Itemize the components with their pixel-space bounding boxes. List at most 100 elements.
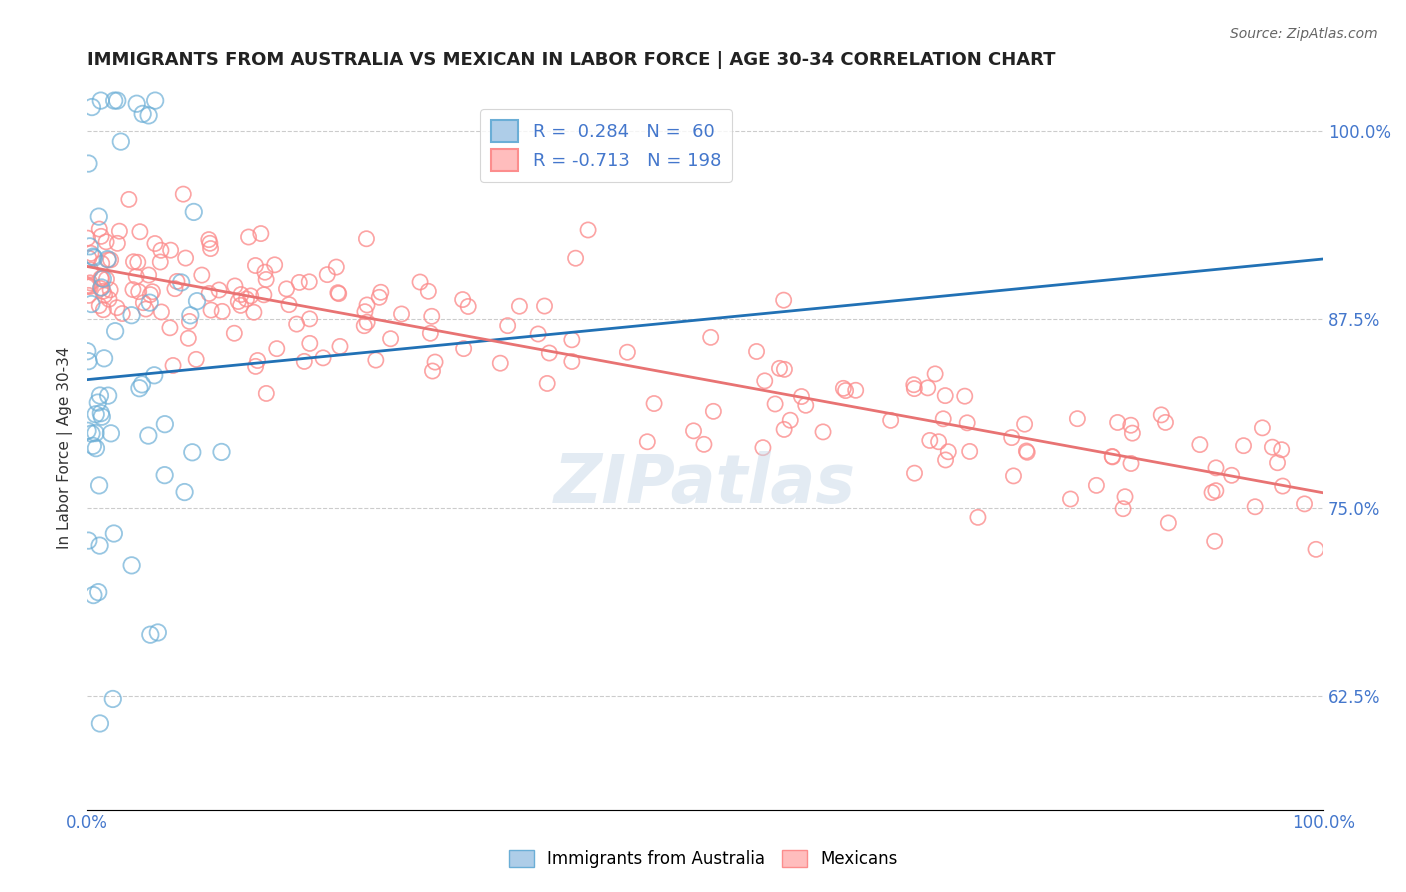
Text: IMMIGRANTS FROM AUSTRALIA VS MEXICAN IN LABOR FORCE | AGE 30-34 CORRELATION CHAR: IMMIGRANTS FROM AUSTRALIA VS MEXICAN IN …: [87, 51, 1056, 69]
Point: [391, 307, 413, 321]
Point: [143, 94, 166, 108]
Point: [934, 389, 956, 403]
Point: [790, 390, 813, 404]
Point: [98, 283, 121, 297]
Point: [1121, 426, 1143, 441]
Point: [1101, 450, 1123, 464]
Point: [91, 285, 114, 299]
Point: [162, 359, 184, 373]
Point: [163, 282, 186, 296]
Point: [298, 275, 321, 289]
Point: [224, 326, 246, 341]
Point: [699, 330, 721, 344]
Point: [763, 397, 786, 411]
Point: [316, 268, 339, 282]
Point: [143, 236, 166, 251]
Point: [956, 416, 979, 430]
Point: [177, 331, 200, 345]
Point: [136, 428, 159, 442]
Point: [173, 485, 195, 500]
Point: [1294, 497, 1316, 511]
Point: [772, 293, 794, 307]
Point: [496, 318, 519, 333]
Point: [409, 275, 432, 289]
Point: [879, 413, 901, 427]
Point: [200, 303, 222, 318]
Point: [77, 251, 100, 265]
Point: [288, 276, 311, 290]
Point: [253, 265, 276, 279]
Point: [191, 268, 214, 282]
Point: [935, 453, 957, 467]
Point: [263, 258, 285, 272]
Point: [90, 256, 112, 270]
Point: [953, 389, 976, 403]
Point: [226, 294, 249, 309]
Point: [561, 354, 583, 368]
Point: [138, 295, 160, 310]
Point: [139, 287, 162, 301]
Point: [198, 286, 221, 301]
Point: [108, 224, 131, 238]
Point: [200, 242, 222, 256]
Point: [80, 246, 103, 260]
Point: [1002, 469, 1025, 483]
Point: [936, 444, 959, 458]
Point: [100, 252, 122, 267]
Point: [903, 377, 925, 392]
Point: [90, 271, 112, 285]
Point: [457, 300, 479, 314]
Point: [779, 413, 801, 427]
Point: [564, 251, 586, 265]
Point: [125, 269, 148, 284]
Point: [1112, 501, 1135, 516]
Point: [97, 252, 120, 267]
Point: [250, 227, 273, 241]
Point: [903, 466, 925, 480]
Point: [316, 268, 339, 282]
Point: [93, 302, 115, 317]
Point: [159, 243, 181, 257]
Point: [111, 307, 134, 321]
Point: [329, 339, 352, 353]
Point: [143, 368, 166, 383]
Point: [496, 318, 519, 333]
Point: [90, 409, 112, 424]
Point: [128, 225, 150, 239]
Point: [834, 384, 856, 398]
Point: [141, 285, 163, 299]
Point: [159, 320, 181, 334]
Point: [135, 301, 157, 316]
Point: [177, 331, 200, 345]
Point: [368, 290, 391, 304]
Point: [370, 285, 392, 300]
Point: [1119, 457, 1142, 471]
Point: [276, 282, 298, 296]
Point: [508, 299, 530, 313]
Point: [1154, 416, 1177, 430]
Point: [1085, 478, 1108, 492]
Point: [328, 286, 350, 301]
Point: [953, 389, 976, 403]
Point: [1305, 542, 1327, 557]
Point: [122, 283, 145, 297]
Point: [1066, 411, 1088, 425]
Point: [1261, 440, 1284, 454]
Point: [418, 285, 440, 299]
Point: [576, 223, 599, 237]
Point: [135, 301, 157, 316]
Point: [924, 367, 946, 381]
Point: [1101, 450, 1123, 464]
Point: [80, 297, 103, 311]
Point: [422, 364, 444, 378]
Point: [146, 625, 169, 640]
Point: [181, 445, 204, 459]
Point: [527, 326, 550, 341]
Point: [198, 233, 221, 247]
Point: [354, 304, 377, 318]
Point: [179, 314, 201, 328]
Point: [536, 376, 558, 391]
Point: [90, 271, 112, 285]
Point: [420, 310, 443, 324]
Point: [1017, 445, 1039, 459]
